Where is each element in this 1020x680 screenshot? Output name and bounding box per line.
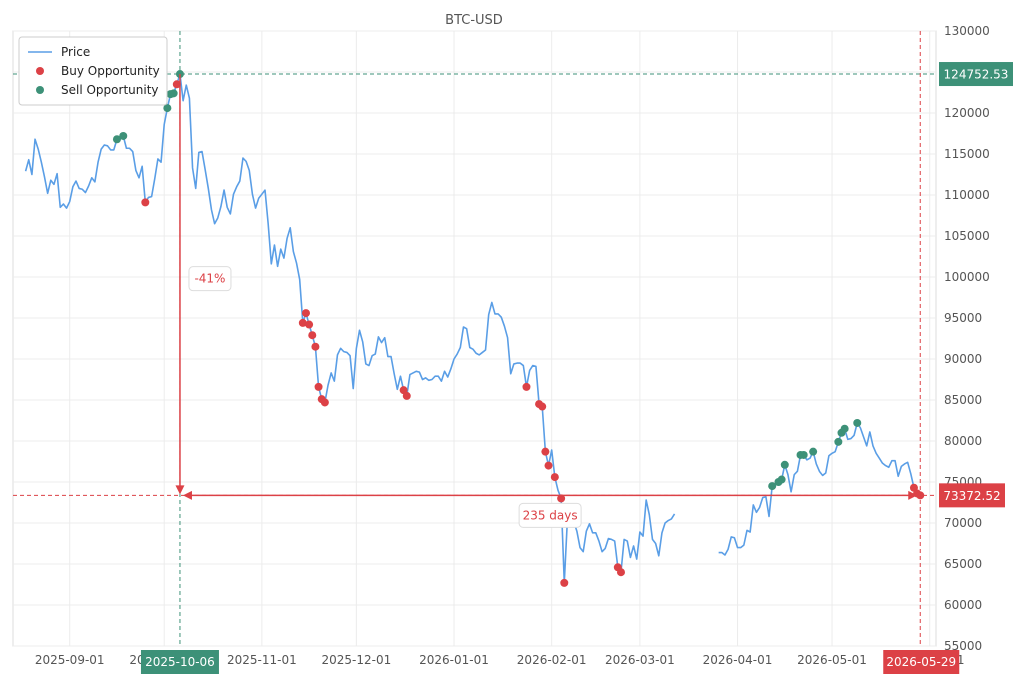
buy-marker	[172, 80, 181, 89]
sell-marker	[809, 447, 818, 456]
buy-marker	[298, 318, 307, 327]
sell-marker	[834, 437, 843, 446]
legend: Price Buy Opportunity Sell Opportunity	[18, 36, 168, 106]
drawdown-label-box	[188, 266, 232, 292]
legend-marker-swatch	[36, 86, 44, 94]
y-tick-label: 90000	[944, 352, 982, 366]
duration-label: 235 days	[523, 508, 578, 522]
buy-marker	[616, 568, 625, 577]
chart-title: BTC-USD	[445, 13, 503, 28]
y-tick-label: 85000	[944, 393, 982, 407]
sell-marker	[799, 450, 808, 459]
annotations: -41% 235 days	[13, 31, 936, 646]
y-tick-label: 120000	[944, 106, 990, 120]
axes: 5500060000650007000075000800008500090000…	[35, 24, 1013, 674]
x-tick-label: 2026-03-01	[605, 653, 675, 667]
buy-marker	[544, 461, 553, 470]
sell-marker	[777, 475, 786, 484]
drawdown-label: -41%	[194, 272, 225, 286]
buy-marker	[314, 382, 323, 391]
y-tick-label: 80000	[944, 434, 982, 448]
buy-marker	[301, 309, 310, 318]
peak-price-badge-label: 124752.53	[944, 68, 1009, 82]
x-tick-label: 2026-05-01	[797, 653, 867, 667]
y-tick-label: 110000	[944, 188, 990, 202]
legend-label: Sell Opportunity	[61, 83, 159, 97]
plot-area	[24, 70, 925, 587]
plot-frame	[12, 30, 937, 647]
peak-price-badge	[939, 62, 1013, 87]
duration-arrowhead-left	[182, 490, 192, 500]
grid	[12, 30, 937, 647]
y-tick-label: 105000	[944, 229, 990, 243]
buy-marker	[560, 578, 569, 587]
buy-marker	[538, 402, 547, 411]
legend-box	[18, 36, 168, 106]
sell-marker	[840, 424, 849, 433]
buy-marker	[311, 342, 320, 351]
x-tick-label: 2026-02-01	[517, 653, 587, 667]
sell-marker	[853, 418, 862, 427]
y-tick-label: 115000	[944, 147, 990, 161]
sell-marker	[169, 89, 178, 98]
price-line	[718, 422, 921, 556]
drawdown-arrowhead	[175, 485, 185, 495]
legend-marker-swatch	[36, 67, 44, 75]
duration-arrowhead-right	[908, 490, 918, 500]
buy-marker	[308, 331, 317, 340]
y-tick-label: 95000	[944, 311, 982, 325]
buy-marker	[541, 447, 550, 456]
sell-marker	[112, 135, 121, 144]
buy-marker	[402, 391, 411, 400]
current-price-badge-label: 73372.52	[943, 489, 1000, 503]
current-price-badge	[939, 483, 1005, 508]
y-tick-label: 60000	[944, 598, 982, 612]
sell-marker	[768, 482, 777, 491]
x-tick-label: 2025-09-01	[35, 653, 105, 667]
sell-marker	[119, 131, 128, 140]
y-tick-label: 130000	[944, 24, 990, 38]
legend-label: Price	[61, 45, 90, 59]
duration-label-box	[518, 502, 582, 528]
buy-marker	[550, 473, 559, 482]
x-tick-label: 2025-11-01	[227, 653, 297, 667]
y-tick-label: 100000	[944, 270, 990, 284]
current-date-badge-label: 2026-05-29	[886, 655, 956, 669]
y-tick-label: 70000	[944, 516, 982, 530]
price-line	[24, 73, 676, 584]
current-date-badge	[883, 650, 960, 674]
x-tick-label: 2026-01-01	[419, 653, 489, 667]
buy-marker	[141, 198, 150, 207]
peak-date-badge	[140, 650, 219, 674]
sell-marker	[780, 460, 789, 469]
buy-marker	[557, 494, 566, 503]
legend-label: Buy Opportunity	[61, 64, 160, 78]
sell-marker	[163, 104, 172, 113]
buy-marker	[305, 320, 314, 329]
x-tick-label: 2025-12-01	[321, 653, 391, 667]
buy-marker	[320, 398, 329, 407]
y-tick-label: 65000	[944, 557, 982, 571]
y-tick-label: 55000	[944, 639, 982, 653]
peak-date-badge-label: 2025-10-06	[145, 655, 215, 669]
buy-marker	[522, 382, 531, 391]
x-tick-label: 2026-04-01	[703, 653, 773, 667]
